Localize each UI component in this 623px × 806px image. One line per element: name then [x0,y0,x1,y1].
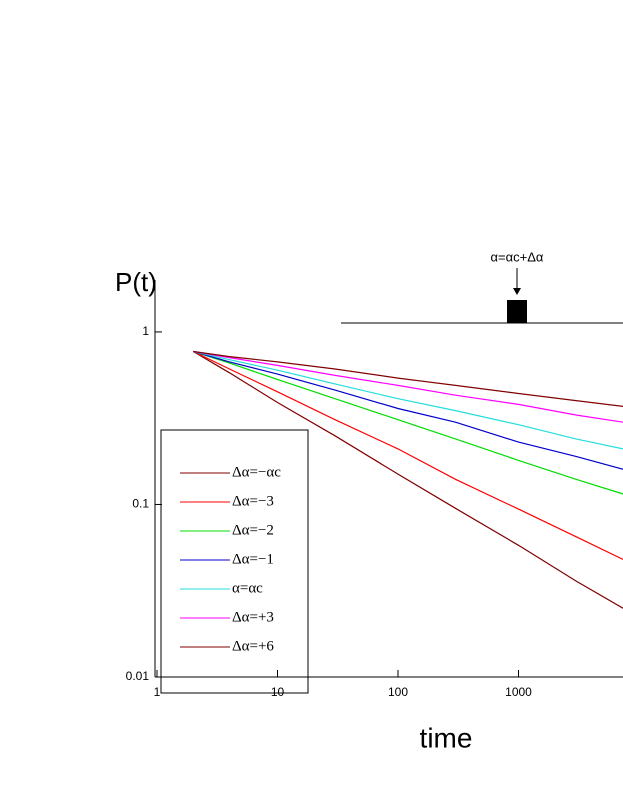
series-line [192,350,623,609]
legend-label: α=αc [232,580,263,596]
series-line [193,350,623,561]
series-line [193,350,623,470]
legend-label: Δα=−3 [232,493,274,509]
x-tick-label: 1 [154,685,161,699]
y-tick-label: 0.01 [126,669,150,683]
legend-box [160,429,309,694]
legend-label: Δα=−αc [232,464,281,480]
y-tick-label: 0.1 [132,497,149,511]
legend-label: Δα=−2 [232,522,274,538]
legend-label: Δα=+3 [232,609,274,625]
legend-label: Δα=+6 [232,638,274,654]
series-line [193,350,623,407]
legend-label: Δα=−1 [232,551,274,567]
series-line [193,350,623,495]
x-tick-label: 1000 [505,685,532,699]
y-tick-label: 1 [142,324,149,338]
y-axis-label: P(t) [115,267,157,297]
x-tick-label: 100 [388,685,408,699]
arrow-head [513,288,521,295]
series-line [193,350,623,450]
x-tick-label: 10 [271,685,285,699]
x-axis-label: time [420,722,473,753]
series-line [193,350,623,423]
inset-block [507,300,527,323]
annotation: α=αc+Δα [491,249,544,264]
